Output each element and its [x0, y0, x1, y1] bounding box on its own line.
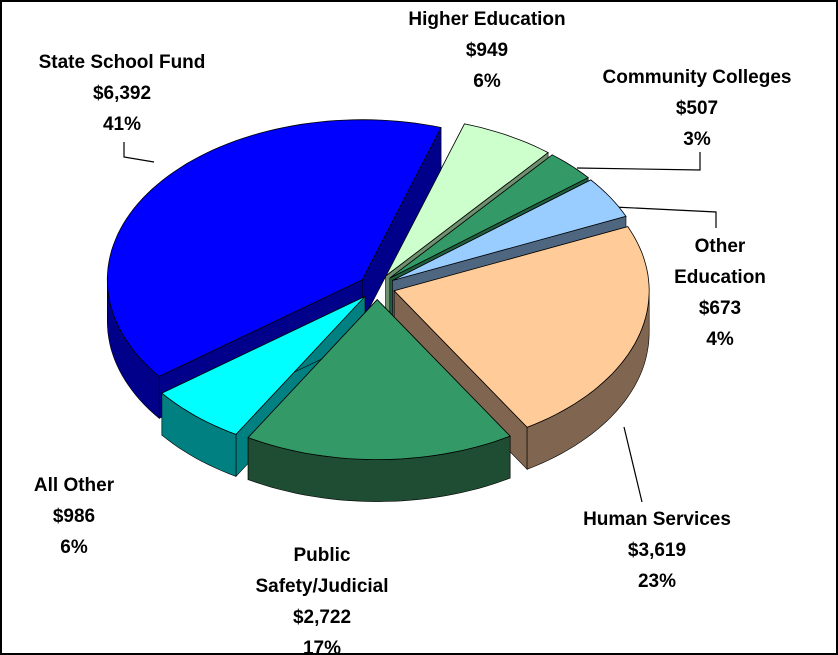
pie-slice — [247, 299, 511, 461]
slice-label: State School Fund $6,392 41% — [39, 47, 206, 140]
label-value: $2,722 — [292, 607, 352, 628]
label-name: All Other — [33, 475, 115, 496]
slice-label: Other Education $673 4% — [665, 231, 775, 355]
slice-label: Higher Education $949 6% — [408, 4, 565, 97]
label-percent: 3% — [683, 129, 711, 150]
label-value: $507 — [675, 98, 719, 119]
label-percent: 41% — [102, 114, 142, 135]
label-percent: 4% — [706, 329, 734, 350]
label-percent: 6% — [60, 537, 88, 558]
label-name: Public Safety/Judicial — [255, 545, 389, 597]
label-value: $986 — [52, 506, 96, 527]
leader-line — [576, 152, 701, 171]
label-name: Community Colleges — [602, 67, 792, 88]
leader-line — [623, 426, 643, 503]
label-value: $6,392 — [92, 83, 152, 104]
leader-line — [123, 142, 155, 163]
pie-slice — [392, 179, 627, 281]
label-name: Human Services — [583, 509, 731, 530]
label-name: State School Fund — [38, 52, 206, 73]
label-percent: 23% — [637, 571, 677, 592]
slice-label: Public Safety/Judicial $2,722 17% — [235, 540, 410, 655]
slice-label: All Other $986 6% — [34, 470, 114, 563]
pie-slice — [161, 296, 366, 435]
pie-slice — [106, 119, 442, 377]
label-value: $673 — [698, 298, 742, 319]
label-percent: 17% — [302, 638, 342, 655]
label-value: $3,619 — [627, 540, 687, 561]
leader-line — [613, 206, 717, 228]
slice-label: Human Services $3,619 23% — [583, 504, 731, 597]
label-name: Higher Education — [408, 9, 566, 30]
pie-slice — [393, 226, 650, 428]
label-value: $949 — [465, 40, 509, 61]
pie-slice — [389, 154, 589, 279]
leader-lines — [123, 142, 717, 503]
label-percent: 6% — [473, 71, 501, 92]
slice-label: Community Colleges $507 3% — [603, 62, 792, 155]
pie-slice — [385, 123, 549, 277]
label-name: Other Education — [674, 236, 766, 288]
